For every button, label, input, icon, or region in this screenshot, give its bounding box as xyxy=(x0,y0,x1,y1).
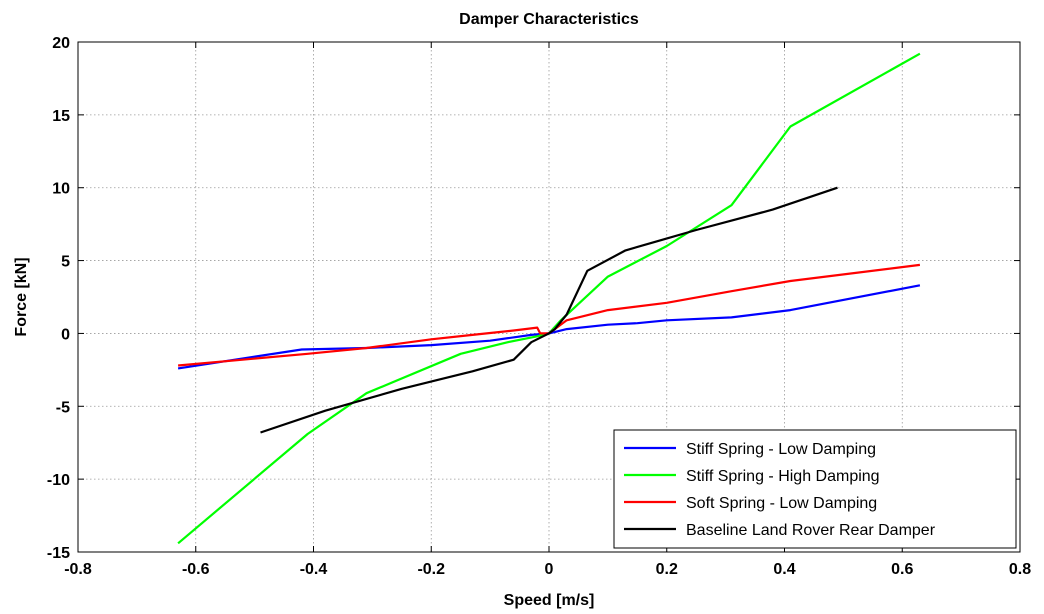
chart-title: Damper Characteristics xyxy=(459,11,639,28)
legend-box xyxy=(613,429,1017,549)
legend: Stiff Spring - Low Damping Stiff Spring -… xyxy=(613,429,1017,549)
legend-label-1: Stiff Spring - Low Damping xyxy=(686,441,876,458)
series-line-3 xyxy=(178,263,921,367)
series-group xyxy=(177,52,921,545)
y-tick-label: 10 xyxy=(52,181,70,198)
y-tick-label: -15 xyxy=(47,545,70,562)
x-tick-label: 0.6 xyxy=(891,561,913,578)
x-tick-label: -0.4 xyxy=(300,561,328,578)
y-tick-label: 5 xyxy=(61,254,70,271)
y-tick-label: 0 xyxy=(61,326,70,343)
series-line-4 xyxy=(260,186,838,434)
x-tick-label: 0.4 xyxy=(773,561,795,578)
axis-ticks: -0.8 -0.6 -0.4 -0.2 0 0.2 0.4 0.6 0.8 -15 -10 -5 0 5 1… xyxy=(47,35,1031,578)
x-tick-label: 0.8 xyxy=(1009,561,1031,578)
x-axis-label: Speed [m/s] xyxy=(504,592,595,609)
x-tick-label: -0.2 xyxy=(417,561,445,578)
x-tick-label: -0.8 xyxy=(64,561,92,578)
x-tick-label: 0 xyxy=(545,561,554,578)
y-tick-label: -5 xyxy=(56,399,70,416)
legend-label-3: Soft Spring - Low Damping xyxy=(686,495,877,512)
y-tick-label: -10 xyxy=(47,472,70,489)
x-tick-label: 0.2 xyxy=(656,561,678,578)
y-tick-label: 20 xyxy=(52,35,70,52)
x-tick-label: -0.6 xyxy=(182,561,210,578)
legend-label-4: Baseline Land Rover Rear Damper xyxy=(686,522,936,539)
legend-label-2: Stiff Spring - High Damping xyxy=(686,468,880,485)
y-axis-label: Force [kN] xyxy=(13,257,30,336)
y-tick-label: 15 xyxy=(52,108,70,125)
